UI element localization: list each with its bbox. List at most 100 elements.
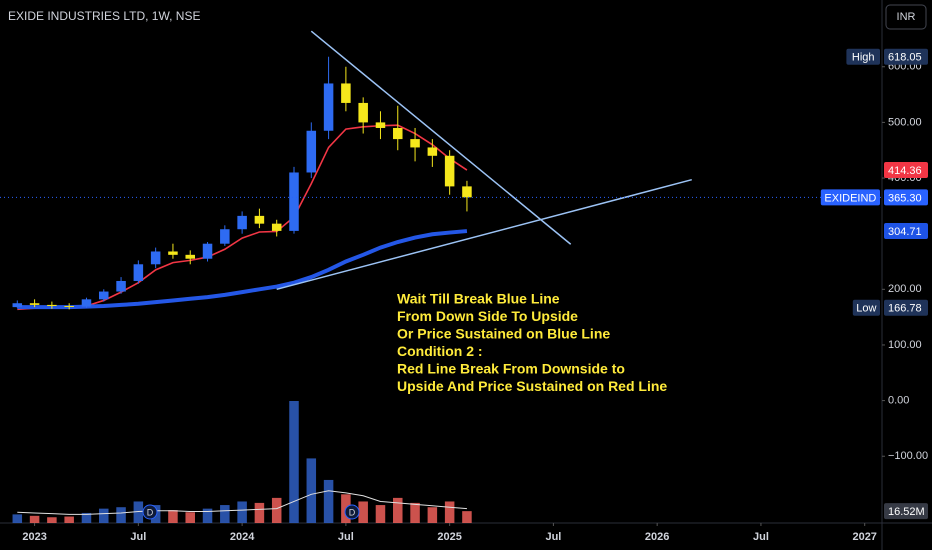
volume-bar [220, 505, 230, 523]
annotation: From Down Side To Upside [397, 308, 578, 324]
x-tick-label: 2027 [852, 531, 876, 543]
candle-body [427, 147, 438, 156]
candle-body [323, 83, 334, 131]
candle-body [254, 215, 265, 224]
candle-body [306, 130, 317, 173]
candle-body [375, 122, 386, 128]
volume-bar [375, 505, 386, 523]
candle-body [150, 251, 161, 265]
y-tick-label: −100.00 [888, 450, 928, 462]
volume-bar [271, 497, 282, 523]
price-tag [884, 299, 928, 316]
candle-body [462, 186, 472, 198]
candle-body [289, 172, 299, 231]
volume-tag [884, 503, 928, 520]
volume-bar [358, 501, 368, 523]
x-tick-label: 2023 [22, 531, 46, 543]
volume-bar [237, 501, 247, 523]
price-tag [884, 48, 928, 65]
candle-body [47, 304, 57, 307]
x-tick-label: 2024 [230, 531, 255, 543]
price-tag-name: High [852, 52, 875, 64]
x-tick-label: 2025 [437, 531, 461, 543]
volume-bar [444, 501, 455, 523]
candle-body [393, 127, 403, 140]
annotation: Condition 2 : [397, 343, 483, 359]
volume-bar [427, 507, 438, 523]
price-tag-name: EXIDEIND [824, 192, 876, 204]
candle-body [12, 303, 23, 308]
volume-bar [99, 508, 109, 523]
candle-body [202, 243, 213, 259]
candle-body [341, 83, 351, 103]
volume-bar [12, 514, 23, 523]
volume-bar [410, 502, 420, 523]
volume-bar [462, 511, 472, 523]
candle-body [116, 280, 126, 292]
candle-body [133, 264, 144, 281]
volume-bar [289, 401, 299, 523]
volume-bar [133, 501, 144, 523]
annotation: Wait Till Break Blue Line [397, 291, 560, 307]
volume-bar [254, 502, 265, 523]
candle-body [271, 223, 282, 231]
annotation: Red Line Break From Downside to [397, 361, 625, 377]
svg-text:D: D [349, 507, 356, 517]
candle-body [444, 155, 455, 187]
x-tick-label: Jul [753, 531, 769, 543]
volume-tag-label: 16.52M [888, 506, 925, 518]
price-tag-name: Low [856, 303, 876, 315]
volume-bar [116, 507, 126, 523]
currency-button[interactable] [885, 4, 927, 30]
y-tick-label: 100.00 [888, 339, 922, 351]
volume-bar [185, 512, 195, 523]
volume-bar [29, 515, 40, 523]
volume-ma-line [17, 490, 467, 515]
candle-body [358, 102, 368, 123]
price-tag-label: 618.05 [888, 52, 922, 64]
candle-body [237, 215, 247, 230]
y-tick-label: 500.00 [888, 116, 922, 128]
price-tag [884, 189, 928, 206]
ma-line [17, 124, 468, 311]
candle-body [168, 251, 178, 255]
chart-title: EXIDE INDUSTRIES LTD, 1W, NSE [8, 9, 200, 23]
price-tag-name-box [846, 48, 880, 65]
trendline [310, 30, 572, 245]
svg-text:D: D [147, 507, 154, 517]
candle-body [64, 306, 74, 308]
candle-body [29, 303, 40, 305]
candle-body [410, 139, 420, 148]
volume-bar [306, 458, 317, 523]
y-tick-label: 200.00 [888, 283, 922, 295]
volume-bar [47, 517, 57, 523]
annotation: Or Price Sustained on Blue Line [397, 326, 610, 342]
price-tag-label: 166.78 [888, 303, 922, 315]
x-tick-label: Jul [130, 531, 146, 543]
price-tag [884, 162, 928, 179]
ma-line [17, 229, 468, 310]
annotation: Upside And Price Sustained on Red Line [397, 378, 667, 394]
volume-bar [64, 516, 74, 523]
price-tag-label: 304.71 [888, 226, 922, 238]
price-tag-label: 365.30 [888, 192, 922, 204]
trendline [276, 178, 692, 291]
candle-body [220, 229, 230, 244]
volume-bar [202, 508, 213, 523]
price-tag-name-box [820, 189, 880, 206]
price-tag [884, 223, 928, 240]
x-tick-label: Jul [338, 531, 354, 543]
dividend-icon: D D [142, 504, 360, 520]
volume-bar [323, 479, 334, 523]
candle-body [99, 291, 109, 300]
x-tick-label: Jul [545, 531, 561, 543]
volume-bar [168, 510, 178, 523]
volume-bar [81, 512, 92, 523]
y-tick-label: 0.00 [888, 395, 909, 407]
currency[interactable]: INR [897, 11, 916, 23]
price-tag-name-box [852, 299, 880, 316]
x-tick-label: 2026 [645, 531, 669, 543]
price-tag-label: 414.36 [888, 165, 922, 177]
volume-bar [393, 497, 403, 523]
